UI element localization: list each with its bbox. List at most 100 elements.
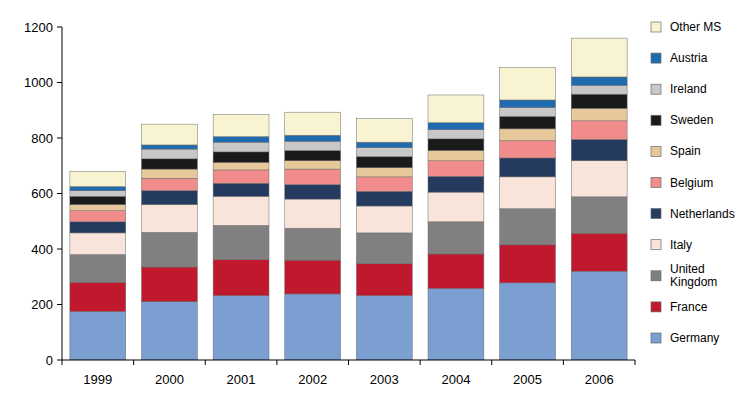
legend-label: Ireland xyxy=(670,82,707,96)
legend-swatch xyxy=(651,53,661,63)
bar-segment xyxy=(356,206,412,233)
legend-swatch xyxy=(651,84,661,94)
x-tick xyxy=(635,360,636,365)
legend-label: Italy xyxy=(670,238,692,252)
x-tick xyxy=(420,360,421,365)
bar-segment xyxy=(356,148,412,157)
x-tick xyxy=(276,360,277,365)
bar-segment xyxy=(356,296,412,360)
bar-segment xyxy=(571,139,627,160)
bar-segment xyxy=(285,228,341,260)
bar-segment xyxy=(213,296,269,360)
bar-segment xyxy=(428,139,484,151)
bar-segment xyxy=(213,162,269,169)
bar-segment xyxy=(356,142,412,148)
bar-segment xyxy=(142,124,198,145)
bar-segment xyxy=(356,119,412,143)
bar-segment xyxy=(142,169,198,178)
bar-segment xyxy=(571,197,627,233)
bar-segment xyxy=(285,141,341,150)
bar-segment xyxy=(571,271,627,360)
legend-label: Spain xyxy=(670,144,701,158)
bar-segment xyxy=(70,171,126,186)
bar-segment xyxy=(356,233,412,264)
bar-segment xyxy=(142,267,198,302)
x-tick xyxy=(62,360,63,365)
legend-label: France xyxy=(670,300,708,314)
bar-segment xyxy=(571,108,627,120)
bar-segment xyxy=(428,161,484,177)
bar-segment xyxy=(428,288,484,360)
y-tick xyxy=(57,193,62,194)
bar-segment xyxy=(70,282,126,311)
bar-segment xyxy=(213,142,269,152)
bar-segment xyxy=(70,205,126,211)
bar-segment xyxy=(571,38,627,77)
bar-segment xyxy=(213,225,269,259)
bar-segment xyxy=(356,263,412,295)
x-tick-label: 2004 xyxy=(441,372,470,387)
bar-segment xyxy=(571,85,627,94)
bar-segment xyxy=(428,130,484,139)
y-tick-label: 800 xyxy=(31,131,53,146)
bar-segment xyxy=(213,196,269,225)
y-tick-label: 400 xyxy=(31,242,53,257)
x-tick xyxy=(205,360,206,365)
legend-label: Netherlands xyxy=(670,207,735,221)
legend-swatch xyxy=(651,240,661,250)
x-tick-label: 2003 xyxy=(370,372,399,387)
bar-segment xyxy=(70,196,126,204)
y-tick xyxy=(57,138,62,139)
bar-segment xyxy=(571,233,627,271)
bar-segment xyxy=(70,191,126,197)
legend-swatch xyxy=(651,22,661,32)
y-tick xyxy=(57,249,62,250)
legend-swatch xyxy=(651,333,661,343)
legend-swatch xyxy=(651,146,661,156)
bar-segment xyxy=(285,199,341,228)
bar-segment xyxy=(356,191,412,206)
legend-swatch xyxy=(651,178,661,188)
legend-label: Germany xyxy=(670,331,719,345)
bar-segment xyxy=(428,95,484,123)
bar-segment xyxy=(356,168,412,177)
bar-segment xyxy=(428,192,484,222)
bar-segment xyxy=(356,177,412,191)
legend-label: Belgium xyxy=(670,176,713,190)
y-tick xyxy=(57,82,62,83)
bar-segment xyxy=(500,141,556,158)
legend-label: Other MS xyxy=(670,20,721,34)
bar-segment xyxy=(285,135,341,141)
bar-segment xyxy=(500,129,556,141)
bar-segment xyxy=(500,100,556,107)
bar-segment xyxy=(213,260,269,296)
x-tick xyxy=(491,360,492,365)
bar-segment xyxy=(285,161,341,169)
legend-swatch xyxy=(651,209,661,219)
bar-segment xyxy=(428,254,484,288)
legend: Other MSAustriaIrelandSwedenSpainBelgium… xyxy=(651,20,735,345)
x-tick xyxy=(133,360,134,365)
bar-segment xyxy=(70,211,126,222)
bar-segment xyxy=(142,302,198,360)
bars xyxy=(70,38,627,360)
bar-segment xyxy=(571,161,627,197)
legend-label: Austria xyxy=(670,51,708,65)
bar-segment xyxy=(428,150,484,160)
bar-segment xyxy=(428,123,484,130)
x-tick-label: 2001 xyxy=(227,372,256,387)
bar-segment xyxy=(70,222,126,233)
bar-segment xyxy=(142,178,198,190)
bar-segment xyxy=(285,169,341,185)
bar-segment xyxy=(70,311,126,360)
bar-segment xyxy=(500,116,556,128)
bar-segment xyxy=(571,77,627,85)
bar-segment xyxy=(285,112,341,135)
bar-segment xyxy=(571,94,627,108)
bar-segment xyxy=(213,183,269,196)
x-tick xyxy=(563,360,564,365)
bar-segment xyxy=(142,149,198,159)
x-tick-label: 1999 xyxy=(83,372,112,387)
x-tick-label: 2006 xyxy=(585,372,614,387)
x-tick xyxy=(348,360,349,365)
